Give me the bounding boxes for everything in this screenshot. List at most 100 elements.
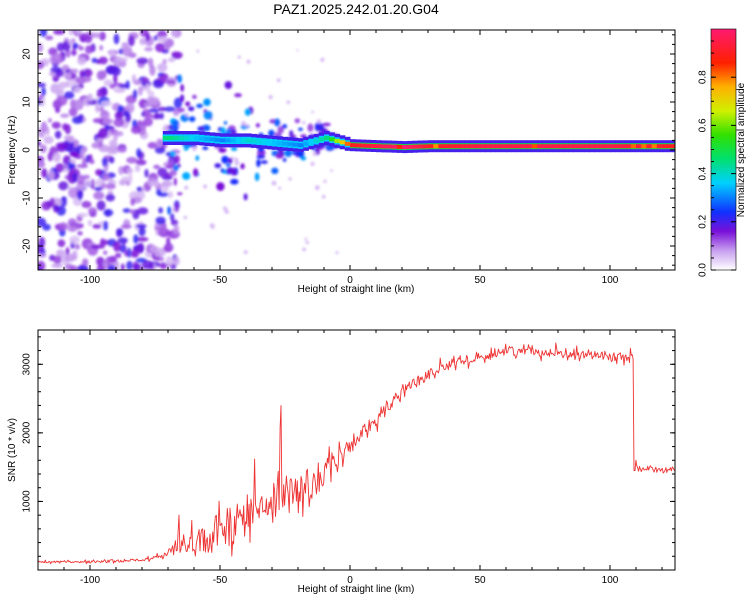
- ridge-core: [386, 144, 393, 149]
- noise-blob: [84, 34, 93, 44]
- noise-blob: [173, 256, 180, 266]
- noise-blob: [61, 196, 67, 202]
- faint-point: [196, 49, 200, 53]
- noise-blob: [95, 169, 103, 176]
- noise-blob: [98, 56, 108, 65]
- faint-point: [246, 59, 251, 64]
- noise-blob: [68, 107, 78, 117]
- noise-blob: [88, 207, 98, 215]
- ridge-core: [599, 144, 606, 149]
- ridge-core: [448, 144, 455, 149]
- transition-blob: [173, 177, 177, 186]
- transition-blob: [234, 93, 242, 98]
- ridge-core: [204, 137, 211, 141]
- x-tick-label: 50: [474, 575, 486, 586]
- ridge-core: [662, 144, 668, 149]
- transition-blob: [282, 157, 287, 162]
- noise-blob: [82, 258, 89, 267]
- chart-title: PAZ1.2025.242.01.20.G04: [273, 1, 439, 17]
- noise-blob: [166, 237, 171, 245]
- noise-blob: [173, 155, 180, 164]
- noise-blob: [96, 92, 102, 98]
- noise-blob: [113, 87, 126, 93]
- noise-blob: [117, 57, 128, 62]
- noise-blob: [93, 191, 105, 200]
- faint-point: [302, 247, 306, 252]
- noise-blob: [69, 151, 79, 158]
- noise-blob: [42, 223, 51, 231]
- ridge-core: [552, 144, 559, 149]
- colorbar-gradient: [711, 29, 736, 270]
- noise-blob: [98, 127, 109, 139]
- faint-point: [211, 225, 215, 229]
- noise-blob: [161, 180, 173, 187]
- noise-blob: [51, 121, 61, 129]
- noise-blob: [101, 157, 108, 166]
- transition-blob: [228, 157, 233, 164]
- noise-blob: [165, 256, 174, 267]
- noise-blob: [68, 30, 74, 36]
- noise-blob: [58, 181, 69, 191]
- x-tick-label: 50: [474, 275, 486, 286]
- ridge-core: [563, 144, 569, 149]
- y-tick-label: -10: [22, 190, 33, 205]
- ridge-core: [261, 139, 268, 144]
- ridge-core: [573, 144, 580, 149]
- ridge-core: [298, 143, 304, 148]
- ridge-core: [324, 136, 330, 140]
- transition-blob: [214, 163, 222, 169]
- faint-point: [241, 121, 246, 126]
- noise-blob: [82, 75, 92, 83]
- ridge-core: [610, 144, 616, 149]
- noise-blob: [125, 102, 135, 114]
- noise-blob: [158, 207, 164, 214]
- ridge-core: [183, 136, 190, 140]
- noise-blob: [77, 265, 89, 270]
- ridge-core: [500, 144, 507, 149]
- noise-blob: [76, 164, 89, 169]
- faint-point: [311, 110, 314, 114]
- noise-blob: [87, 219, 93, 227]
- noise-blob: [136, 148, 142, 158]
- noise-blob: [38, 82, 46, 88]
- noise-blob: [114, 110, 124, 121]
- noise-blob: [100, 100, 113, 107]
- ridge-core: [604, 144, 611, 149]
- faint-point: [286, 100, 291, 105]
- noise-blob: [120, 263, 125, 270]
- noise-blob: [169, 169, 177, 177]
- noise-blob: [144, 168, 149, 178]
- ridge-core: [672, 144, 675, 149]
- noise-blob: [134, 79, 142, 86]
- noise-blob: [83, 174, 90, 180]
- noise-blob: [157, 30, 168, 39]
- faint-point: [310, 161, 315, 166]
- faint-point: [288, 177, 292, 181]
- noise-blob: [131, 248, 140, 258]
- ridge-core: [594, 144, 601, 149]
- noise-blob: [102, 118, 114, 125]
- transition-blob: [167, 206, 172, 215]
- noise-blob: [170, 219, 179, 226]
- noise-blob: [153, 164, 161, 170]
- noise-blob: [92, 224, 102, 229]
- ridge-core: [438, 144, 445, 149]
- noise-blob: [148, 180, 160, 187]
- transition-blob: [166, 80, 174, 84]
- noise-blob: [101, 173, 110, 181]
- noise-blob: [119, 244, 127, 253]
- ridge-core: [412, 144, 419, 149]
- noise-blob: [126, 247, 132, 258]
- transition-blob: [298, 127, 303, 131]
- noise-blob: [135, 159, 147, 166]
- noise-blob: [60, 113, 70, 118]
- transition-blob: [201, 124, 211, 132]
- noise-blob: [54, 130, 62, 139]
- noise-blob: [155, 42, 165, 53]
- faint-point: [335, 251, 339, 255]
- transition-blob: [220, 168, 225, 173]
- transition-blob: [322, 122, 331, 127]
- noise-blob: [108, 156, 115, 164]
